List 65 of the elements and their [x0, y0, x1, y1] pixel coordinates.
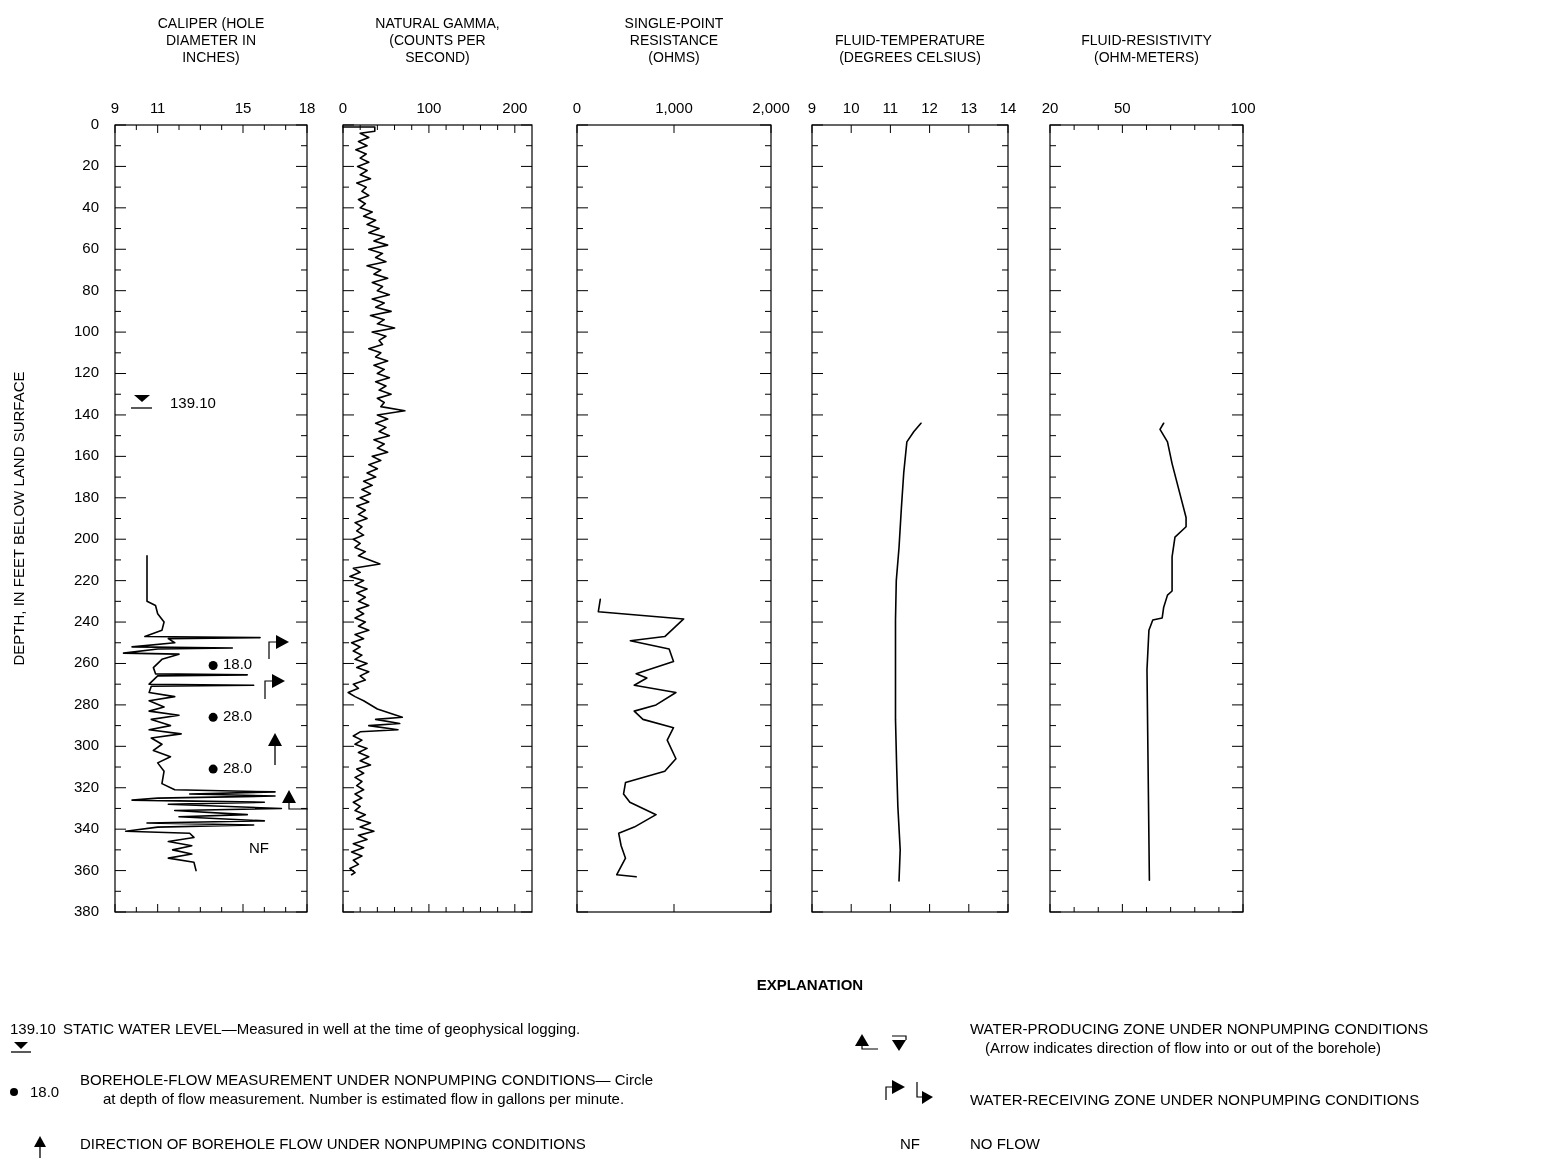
- y-tick-label: 100: [73, 322, 99, 340]
- chart-title: CALIPER (HOLE DIAMETER IN INCHES): [157, 15, 265, 65]
- y-tick-label: 120: [73, 363, 99, 381]
- x-tick-label: 100: [416, 99, 442, 116]
- x-tick-label: 11: [882, 99, 899, 116]
- annotation: 139.10: [170, 393, 216, 411]
- y-tick-label: 200: [73, 529, 99, 547]
- text: 139.10: [10, 1020, 56, 1037]
- text: at depth of flow measurement. Number is estimated flow in gallons per minute.: [103, 1090, 625, 1107]
- text: BOREHOLE-FLOW MEASUREMENT UNDER NONPUMPING CONDITIONS— Circle: [80, 1071, 654, 1088]
- y-tick-label: 80: [82, 280, 99, 298]
- text: WATER-RECEIVING ZONE UNDER NONPUMPING CONDITIONS: [970, 1091, 1420, 1108]
- y-tick-label: 340: [73, 819, 99, 837]
- annotation: 28.0: [223, 706, 253, 724]
- y-tick-label: 280: [73, 694, 99, 712]
- text: EXPLANATION: [756, 976, 864, 993]
- x-tick-label: 13: [960, 99, 978, 116]
- chart-title: NATURAL GAMMA, (COUNTS PER SECOND): [375, 15, 500, 65]
- y-tick-label: 180: [73, 487, 99, 505]
- point: [208, 712, 218, 722]
- y-tick-label: 140: [73, 404, 99, 422]
- text: (Arrow indicates direction of flow into or out of the borehole): [985, 1039, 1382, 1056]
- y-tick-label: 20: [82, 156, 99, 174]
- x-tick-label: 10: [842, 99, 860, 116]
- text: WATER-PRODUCING ZONE UNDER NONPUMPING CONDITIONS: [970, 1020, 1429, 1037]
- chart-title: FLUID-TEMPERATURE (DEGREES CELSIUS): [835, 32, 985, 65]
- y-tick-label: 40: [82, 197, 99, 215]
- y-tick-label: 300: [73, 736, 99, 754]
- x-tick-label: 15: [234, 99, 252, 116]
- text: 18.0: [30, 1083, 60, 1100]
- y-tick-label: 360: [73, 860, 99, 878]
- x-tick-label: 0: [338, 99, 348, 116]
- x-tick-label: 20: [1041, 99, 1059, 116]
- y-tick-label: 240: [73, 612, 99, 630]
- point: [208, 661, 218, 671]
- x-tick-label: 0: [572, 99, 582, 116]
- point: [208, 764, 218, 774]
- y-tick-label: 260: [73, 653, 99, 671]
- y-tick-label: 160: [73, 446, 99, 464]
- x-tick-label: 11: [149, 99, 166, 116]
- x-tick-label: 200: [502, 99, 528, 116]
- chart-title: FLUID-RESISTIVITY (OHM-METERS): [1081, 32, 1213, 65]
- x-tick-label: 9: [807, 99, 817, 116]
- text: NO FLOW: [970, 1135, 1041, 1152]
- text: NF: [900, 1135, 920, 1152]
- text: STATIC WATER LEVEL—Measured in well at the time of geophysical logging.: [63, 1020, 581, 1037]
- chart-title: SINGLE-POINT RESISTANCE (OHMS): [624, 15, 724, 65]
- x-tick-label: 1,000: [655, 99, 693, 116]
- annotation: 18.0: [223, 654, 253, 672]
- x-tick-label: 2,000: [752, 99, 790, 116]
- y-tick-label: 60: [82, 239, 99, 257]
- y-tick-label: 220: [73, 570, 99, 588]
- x-tick-label: 100: [1230, 99, 1256, 116]
- x-tick-label: 18: [298, 99, 316, 116]
- x-tick-label: 9: [110, 99, 120, 116]
- y-tick-label: 0: [90, 114, 99, 132]
- y-tick-label: 380: [73, 901, 99, 919]
- annotation: 28.0: [223, 758, 253, 776]
- x-tick-label: 14: [999, 99, 1017, 116]
- text: DIRECTION OF BOREHOLE FLOW UNDER NONPUMPING CONDITIONS: [80, 1135, 586, 1152]
- annotation: NF: [249, 838, 269, 856]
- x-tick-label: 50: [1114, 99, 1131, 116]
- y-tick-label: 320: [73, 777, 99, 795]
- y-axis-title: DEPTH, IN FEET BELOW LAND SURFACE: [10, 371, 27, 666]
- x-tick-label: 12: [921, 99, 938, 116]
